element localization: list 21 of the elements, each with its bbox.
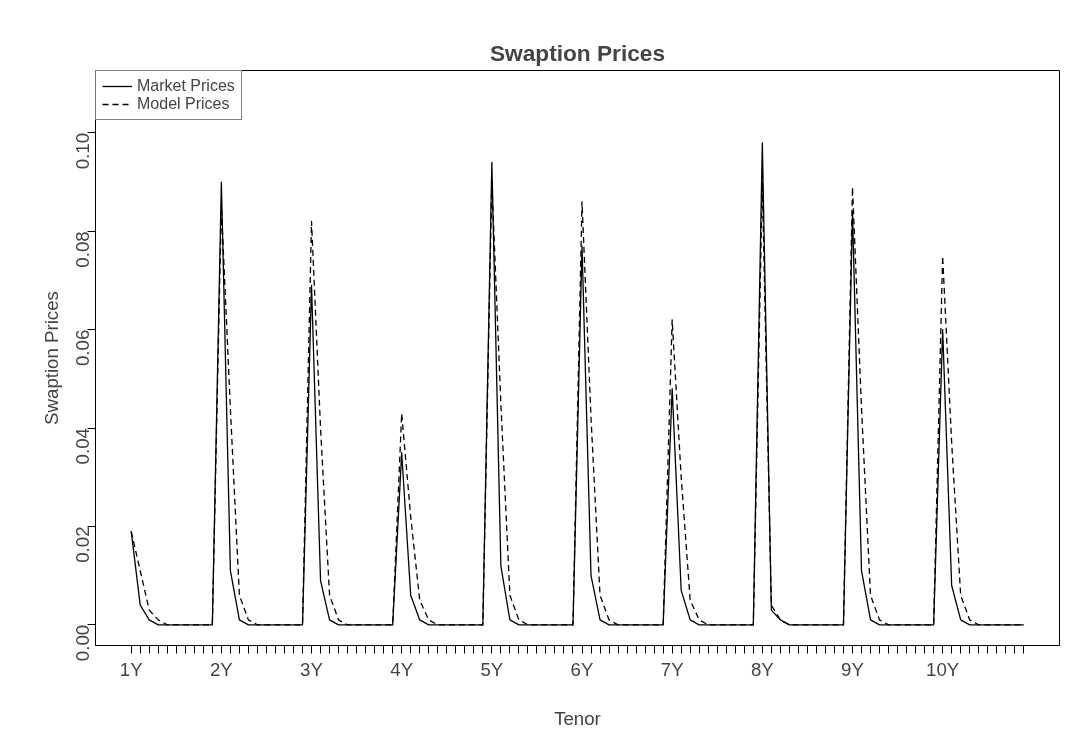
y-tick-label: 0.08: [72, 231, 93, 268]
y-tick-label: 0.04: [72, 428, 93, 465]
y-tick-label: 0.00: [72, 624, 93, 662]
x-tick-label: 4Y: [390, 658, 414, 680]
x-tick-label: 9Y: [841, 658, 865, 680]
legend-label: Model Prices: [137, 95, 230, 113]
x-tick-label: 5Y: [480, 658, 504, 680]
x-axis-title: Tenor: [554, 707, 601, 729]
y-axis-title: Swaption Prices: [40, 291, 62, 425]
x-tick-label: 6Y: [570, 658, 594, 680]
x-tick-label: 7Y: [660, 658, 685, 680]
y-tick-label: 0.02: [72, 526, 93, 563]
x-tick-label: 10Y: [926, 658, 960, 680]
x-tick-label: 3Y: [300, 658, 324, 680]
legend-label: Market Prices: [137, 77, 235, 95]
chart-title: Swaption Prices: [489, 39, 666, 66]
x-tick-label: 2Y: [209, 658, 234, 680]
x-tick-label: 1Y: [119, 658, 144, 680]
x-tick-label: 8Y: [750, 658, 775, 680]
y-tick-label: 0.06: [72, 329, 93, 367]
y-tick-label: 0.10: [72, 132, 93, 170]
